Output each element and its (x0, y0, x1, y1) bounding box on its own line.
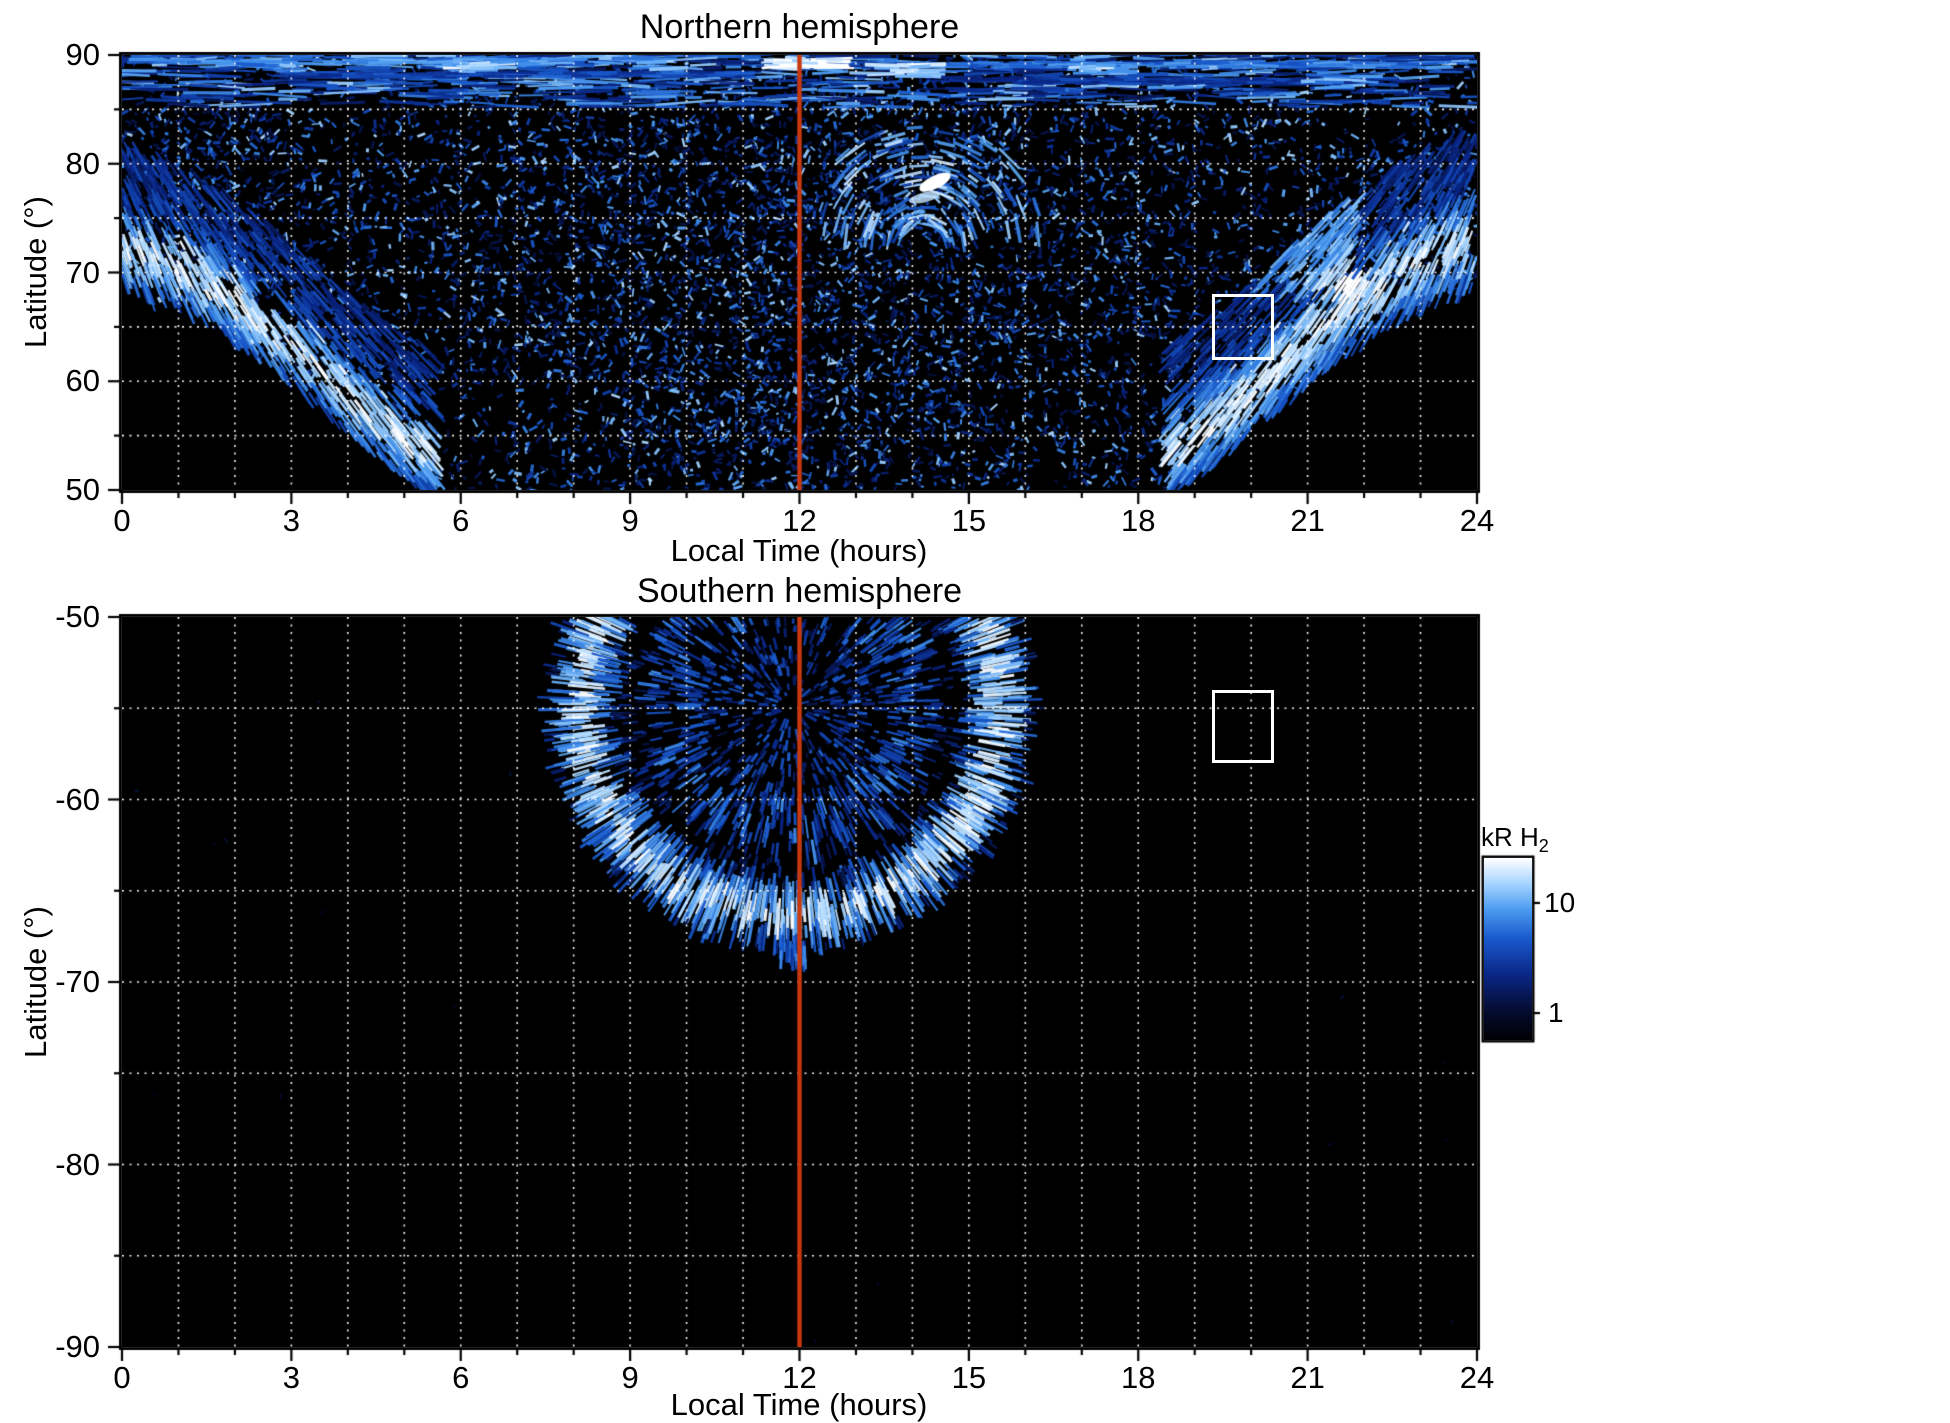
north-heatmap (122, 55, 1477, 490)
colorbar-tick-1: 1 (1548, 997, 1564, 1028)
north-x-tick-label: 12 (782, 503, 817, 538)
south-y-tick-label: -60 (55, 781, 100, 817)
south-x-axis-label: Local Time (hours) (670, 1387, 928, 1422)
south-y-tick-label: -70 (55, 964, 100, 999)
north-x-tick-label: 15 (951, 503, 987, 538)
north-x-tick-label: 9 (621, 503, 639, 538)
colorbar (1484, 858, 1532, 1040)
north-roi-box (1211, 294, 1274, 360)
north-x-tick-label: 24 (1459, 503, 1495, 538)
south-x-tick-label: 3 (282, 1360, 300, 1395)
north-x-tick-label: 6 (452, 503, 470, 538)
south-x-tick-label: 9 (621, 1360, 639, 1395)
south-roi-box (1211, 690, 1274, 763)
south-x-tick-label: 24 (1459, 1360, 1495, 1395)
north-y-tick-label: 50 (65, 472, 100, 507)
south-heatmap (122, 617, 1477, 1347)
north-x-tick-label: 0 (113, 503, 131, 538)
south-y-tick-label: -90 (55, 1329, 100, 1364)
north-x-tick-label: 3 (282, 503, 300, 538)
north-x-axis-label: Local Time (hours) (670, 533, 928, 568)
north-y-tick-label: 60 (65, 363, 100, 399)
colorbar-tick-10: 10 (1544, 887, 1576, 918)
north-x-tick-label: 21 (1290, 503, 1325, 538)
south-panel-title: Southern hemisphere (636, 572, 963, 610)
south-x-tick-label: 12 (782, 1360, 817, 1395)
south-y-tick-label: -80 (55, 1146, 100, 1182)
north-y-tick-label: 80 (65, 145, 100, 181)
north-y-tick-label: 70 (65, 254, 100, 290)
south-x-tick-label: 21 (1290, 1360, 1325, 1395)
north-x-tick-label: 18 (1121, 503, 1156, 538)
south-x-tick-label: 18 (1121, 1360, 1156, 1395)
colorbar-label: kR H2 (1481, 822, 1549, 857)
south-x-tick-label: 0 (113, 1360, 131, 1395)
south-x-tick-label: 15 (951, 1360, 987, 1395)
south-y-tick-label: -50 (55, 599, 100, 634)
south-x-tick-label: 6 (452, 1360, 470, 1395)
north-y-tick-label: 90 (65, 37, 100, 72)
north-panel-title: Northern hemisphere (639, 8, 960, 46)
